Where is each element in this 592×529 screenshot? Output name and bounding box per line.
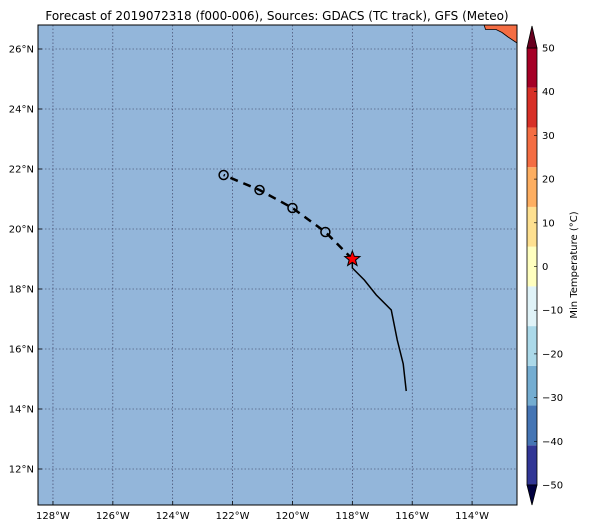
lat-tick-label: 18°N [9,285,34,296]
colorbar-tick-label: −40 [542,437,563,448]
lon-tick-label: 120°W [275,511,309,522]
colorbar-tick-label: 30 [542,131,555,142]
lat-tick-label: 20°N [9,225,34,236]
colorbar-segment [527,326,537,366]
colorbar-tick-label: −10 [542,306,563,317]
colorbar-segment [527,167,537,207]
colorbar-segment [527,48,537,88]
colorbar-segment [527,206,537,247]
cyclone-track [218,169,407,392]
colorbar-segments [526,47,538,486]
lat-tick-label: 16°N [9,345,34,356]
past-track-line [351,259,407,392]
map-panel: 128°W 126°W 124°W 122°W 120°W 118°W 116°W 114°W… [9,24,518,522]
colorbar-segment [527,365,537,406]
graticule [38,25,517,505]
longitude-ticks: 128°W 126°W 124°W 122°W 120°W 118°W 116°W 114°W [36,501,489,522]
lon-tick-label: 122°W [216,511,250,522]
colorbar-extend-max [526,25,538,49]
lat-tick-label: 14°N [9,405,34,416]
colorbar-tick-label: 20 [542,175,555,186]
colorbar-tick-label: 0 [542,262,548,273]
current-position-star-icon [343,249,362,267]
lat-tick-label: 22°N [9,165,34,176]
forecast-point-marker [320,226,331,238]
colorbar-segment [527,127,537,168]
lat-tick-label: 12°N [9,465,34,476]
lat-tick-label: 26°N [9,45,34,56]
ocean-area [38,25,517,505]
forecast-points [218,169,331,238]
colorbar-segment [527,87,537,128]
forecast-point-marker [254,184,265,196]
lon-tick-label: 128°W [36,511,70,522]
colorbar-extend-min [526,484,538,506]
colorbar: −50 −40 −30 −20 −10 0 10 20 30 40 50 Min Temperatu… [526,25,580,506]
colorbar-segment [527,286,537,327]
forecast-track-line [223,173,354,260]
lon-tick-label: 126°W [96,511,130,522]
colorbar-tick-label: −20 [542,349,563,360]
chart-title: Forecast of 2019072318 (f000-006), Sourc… [45,9,508,23]
lon-tick-label: 114°W [455,511,489,522]
colorbar-label: Min Temperature (°C) [569,211,580,318]
colorbar-tick-label: −50 [542,481,563,492]
colorbar-tick-label: 40 [542,87,555,98]
lat-tick-label: 24°N [9,105,34,116]
lon-tick-label: 118°W [335,511,369,522]
forecast-point-marker [218,169,229,181]
colorbar-tick-label: 50 [542,44,555,55]
colorbar-segment [527,405,537,446]
map-frame [37,24,518,506]
forecast-point-marker [287,202,298,214]
colorbar-ticks: −50 −40 −30 −20 −10 0 10 20 30 40 50 [534,44,563,492]
lon-tick-label: 124°W [156,511,190,522]
colorbar-segment [527,246,537,287]
colorbar-tick-label: −30 [542,393,563,404]
latitude-ticks: 12°N 14°N 16°N 18°N 20°N 22°N 24°N 26°N [9,45,42,476]
colorbar-tick-label: 10 [542,218,555,229]
lon-tick-label: 116°W [395,511,429,522]
colorbar-segment [527,445,537,485]
